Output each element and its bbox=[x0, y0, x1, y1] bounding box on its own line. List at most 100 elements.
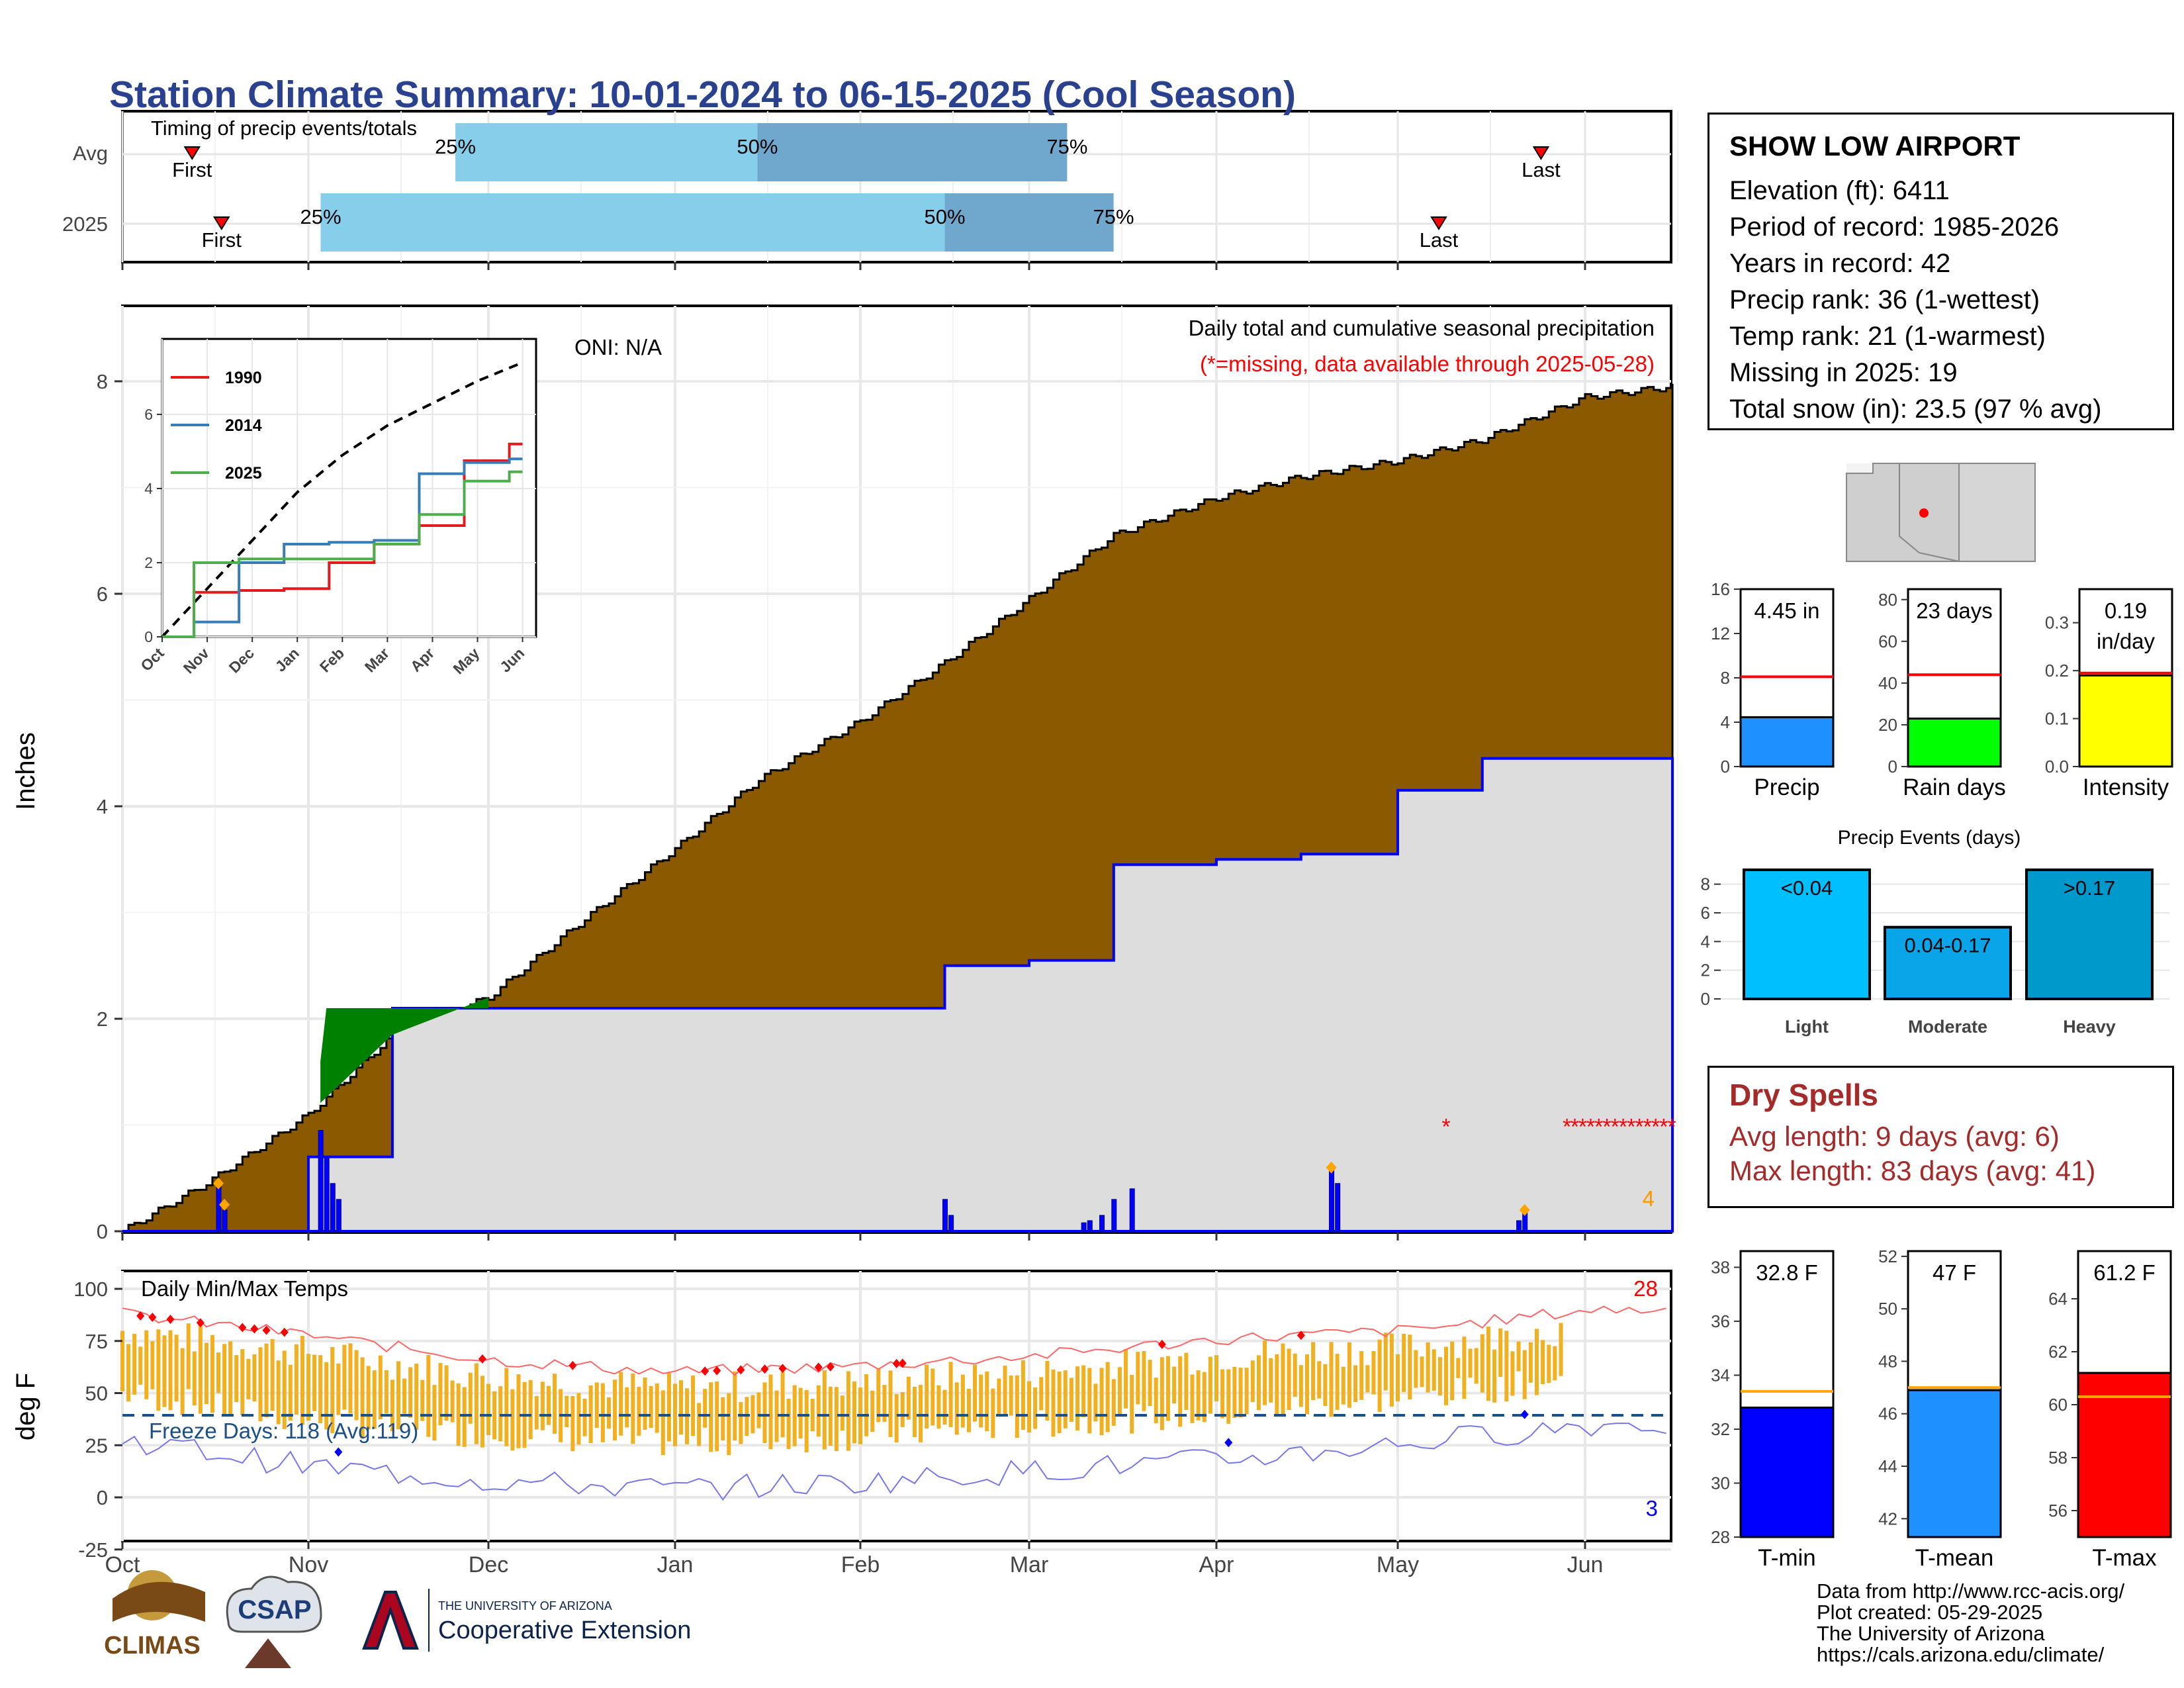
temp-y-tick-label: -25 bbox=[78, 1538, 108, 1562]
mini-chart-tick-label: 34 bbox=[1711, 1365, 1730, 1385]
mini-chart-tick-label: 0 bbox=[1888, 757, 1897, 776]
precip-y-tick-label: 8 bbox=[97, 370, 108, 393]
month-tick-label: Jan bbox=[657, 1552, 694, 1577]
mini-chart-value: 61.2 F bbox=[2093, 1260, 2156, 1285]
inset-legend-label: 1990 bbox=[225, 369, 262, 387]
daily-temp-bar bbox=[1184, 1352, 1189, 1410]
precip-y-label: Inches bbox=[11, 732, 40, 810]
daily-temp-bar bbox=[786, 1399, 791, 1449]
daily-temp-bar bbox=[625, 1387, 629, 1428]
temp-y-tick-label: 100 bbox=[73, 1278, 108, 1301]
daily-temp-bar bbox=[528, 1380, 533, 1440]
daily-temp-bar bbox=[966, 1388, 971, 1432]
daily-temp-bar bbox=[120, 1331, 124, 1391]
mini-chart-tick-label: 50 bbox=[1878, 1299, 1897, 1319]
record-high-marker bbox=[760, 1364, 769, 1374]
daily-temp-bar bbox=[336, 1363, 341, 1415]
events-bar-label: 0.04-0.17 bbox=[1905, 934, 1991, 957]
inset-y-tick-label: 0 bbox=[144, 628, 153, 645]
observed-cumulative-area bbox=[122, 757, 1674, 1233]
footer-line: Data from http://www.rcc-acis.org/ bbox=[1817, 1579, 2125, 1603]
mini-chart-label: Intensity bbox=[2083, 774, 2169, 800]
record-high-marker bbox=[280, 1327, 289, 1337]
daily-precip-bars bbox=[213, 1130, 1530, 1232]
mini-chart-value: 0.19 bbox=[2105, 598, 2147, 623]
daily-temp-bar bbox=[420, 1380, 425, 1421]
daily-temp-bar bbox=[1365, 1365, 1370, 1393]
daily-temp-bar bbox=[150, 1341, 155, 1389]
daily-temp-bar bbox=[1298, 1365, 1303, 1407]
mini-chart-tick-label: 12 bbox=[1711, 624, 1730, 643]
daily-temp-bar bbox=[450, 1380, 455, 1423]
daily-precip-bar bbox=[1081, 1222, 1087, 1232]
daily-temp-bar bbox=[1474, 1348, 1479, 1384]
daily-temp-bar bbox=[1172, 1366, 1177, 1404]
record-high-marker bbox=[701, 1366, 709, 1376]
mini-chart-tick-label: 52 bbox=[1878, 1246, 1897, 1266]
climas-logo: CLIMAS bbox=[104, 1570, 205, 1660]
daily-temp-bar bbox=[733, 1371, 737, 1441]
inset-series-line bbox=[162, 457, 523, 638]
daily-temp-bar bbox=[432, 1385, 437, 1441]
daily-temp-bar bbox=[882, 1385, 887, 1422]
timing-bar-25-50 bbox=[320, 193, 945, 252]
mini-chart-tick-label: 56 bbox=[2048, 1501, 2068, 1521]
daily-temp-bar bbox=[900, 1392, 905, 1427]
inset-legend: 1990 2014 2025 bbox=[171, 369, 262, 483]
daily-temp-bar bbox=[739, 1402, 743, 1444]
station-elevation: Elevation (ft): 6411 bbox=[1729, 176, 1950, 205]
daily-temp-bar bbox=[846, 1371, 850, 1451]
daily-temp-bar bbox=[649, 1385, 653, 1429]
month-x-axis: Oct Nov Dec Jan Feb Mar Apr May Jun bbox=[105, 1541, 1604, 1577]
month-tick-label: Jun bbox=[1567, 1552, 1604, 1577]
daily-temp-bar bbox=[474, 1363, 478, 1444]
mini-chart-label: Rain days bbox=[1903, 774, 2006, 800]
daily-temp-bar bbox=[204, 1342, 208, 1405]
temp-y-tick-label: 0 bbox=[97, 1486, 108, 1509]
daily-temp-bar bbox=[198, 1324, 203, 1414]
mini-chart-tick-label: 40 bbox=[1878, 673, 1897, 693]
mini-chart-tick-label: 30 bbox=[1711, 1473, 1730, 1493]
daily-temp-bar bbox=[1492, 1349, 1497, 1403]
mini-chart-tick-label: 36 bbox=[1711, 1311, 1730, 1331]
daily-temp-bar bbox=[606, 1397, 611, 1429]
daily-precip-bar bbox=[336, 1199, 341, 1232]
daily-precip-bar bbox=[1335, 1183, 1341, 1232]
timing-row-avg-label: Avg bbox=[73, 142, 108, 165]
daily-temp-bar bbox=[330, 1346, 335, 1433]
events-title: Precip Events (days) bbox=[1838, 827, 2021, 849]
record-high-marker bbox=[250, 1324, 259, 1334]
timing-last-marker bbox=[1532, 146, 1550, 160]
daily-temp-bar bbox=[156, 1329, 161, 1411]
daily-temp-bar bbox=[1275, 1354, 1279, 1417]
state-map bbox=[1846, 463, 2036, 563]
daily-precip-bar bbox=[324, 1156, 330, 1232]
daily-precip-bar bbox=[1087, 1220, 1093, 1232]
daily-temp-bar bbox=[1039, 1377, 1044, 1411]
events-category-label: Heavy bbox=[2063, 1017, 2116, 1037]
daily-temp-bar bbox=[1232, 1366, 1237, 1418]
daily-temp-bar bbox=[360, 1357, 365, 1439]
daily-temp-bar bbox=[673, 1383, 677, 1446]
daily-temp-bar bbox=[378, 1355, 383, 1420]
daily-temp-bar bbox=[264, 1343, 269, 1418]
timing-p50-label: 50% bbox=[925, 205, 966, 228]
daily-temp-bar bbox=[925, 1364, 929, 1429]
record-high-marker bbox=[238, 1323, 247, 1333]
mini-chart-value: in/day bbox=[2097, 629, 2156, 653]
daily-temp-bar bbox=[1353, 1365, 1358, 1402]
daily-temp-bar bbox=[1263, 1340, 1267, 1405]
daily-temp-bar bbox=[1124, 1348, 1128, 1409]
daily-temp-bar bbox=[679, 1380, 684, 1435]
missing-star: * bbox=[1570, 1115, 1579, 1140]
inset-y-tick-label: 6 bbox=[144, 406, 153, 423]
daily-temp-bar bbox=[426, 1354, 431, 1437]
missing-note: (*=missing, data available through 2025-… bbox=[1200, 352, 1655, 376]
daily-temp-bar bbox=[246, 1358, 251, 1399]
events-category-label: Moderate bbox=[1908, 1017, 1987, 1037]
daily-temp-bar bbox=[402, 1378, 407, 1414]
record-low-marker bbox=[1520, 1409, 1529, 1419]
daily-temp-bar bbox=[1541, 1340, 1545, 1385]
mini-chart-tick-label: 58 bbox=[2048, 1448, 2068, 1468]
